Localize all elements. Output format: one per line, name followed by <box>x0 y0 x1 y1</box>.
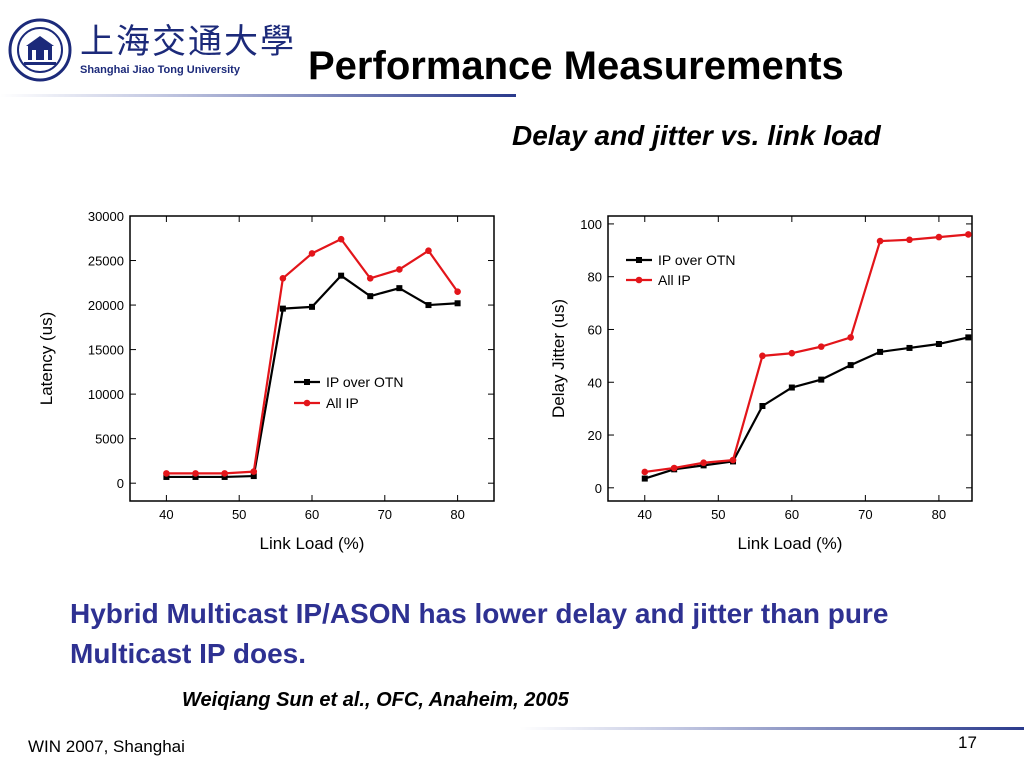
y-tick-label: 20 <box>588 428 602 443</box>
all-ip-point <box>641 468 649 476</box>
y-tick-label: 80 <box>588 270 602 285</box>
ip-over-otn-point <box>309 303 315 310</box>
ip-over-otn-point <box>338 272 345 279</box>
footer-divider <box>520 727 1024 730</box>
all-ip-point <box>700 459 707 467</box>
y-tick-label: 0 <box>595 481 602 496</box>
conclusion-text: Hybrid Multicast IP/ASON has lower delay… <box>70 598 889 669</box>
jitter-chart: 40 50 60 70 80 0 20 40 60 80 100 Link Load (%) Delay… <box>536 206 982 566</box>
ip-over-otn-point <box>425 302 432 309</box>
plot-frame <box>607 215 973 502</box>
x-axis-label: Link Load (%) <box>738 534 843 553</box>
all-ip-point <box>817 343 825 350</box>
all-ip-legend-label: All IP <box>658 272 691 288</box>
x-tick-label: 50 <box>711 507 725 522</box>
all-ip-point <box>250 468 258 475</box>
ip-over-otn-legend-label: IP over OTN <box>326 374 404 390</box>
all-ip-point <box>729 456 737 464</box>
all-ip-series-line <box>166 238 459 475</box>
university-seal-icon <box>8 18 72 82</box>
page-number: 17 <box>958 733 977 752</box>
ip-over-otn-series-line <box>644 336 969 480</box>
all-ip-legend-marker <box>303 399 311 407</box>
all-ip-point <box>847 334 854 341</box>
all-ip-point <box>935 233 943 241</box>
all-ip-series-line <box>644 233 969 474</box>
ip-over-otn-point <box>163 473 170 480</box>
x-tick-label: 60 <box>305 507 319 522</box>
x-tick-label: 50 <box>232 507 246 522</box>
y-tick-label: 25000 <box>88 254 124 269</box>
all-ip-point <box>876 237 884 245</box>
all-ip-point <box>965 231 972 238</box>
x-tick-label: 70 <box>378 507 392 522</box>
ip-over-otn-point <box>454 300 461 307</box>
all-ip-legend-marker <box>635 276 643 284</box>
all-ip-point <box>279 275 287 282</box>
y-tick-label: 60 <box>588 322 602 337</box>
ip-over-otn-point <box>221 473 228 480</box>
ip-over-otn-point <box>279 305 286 312</box>
y-axis-label: Latency (us) <box>37 312 56 406</box>
all-ip-point <box>454 288 461 296</box>
all-ip-point <box>163 470 170 477</box>
y-tick-label: 100 <box>580 217 602 232</box>
citation-text: Weiqiang Sun et al., OFC, Anaheim, 2005 <box>182 689 569 711</box>
ip-over-otn-point <box>641 475 648 482</box>
all-ip-point <box>759 352 766 360</box>
all-ip-point <box>788 349 796 357</box>
y-tick-label: 20000 <box>88 298 124 313</box>
x-tick-label: 80 <box>932 507 946 522</box>
all-ip-point <box>366 275 374 282</box>
y-tick-label: 5000 <box>95 432 124 447</box>
y-tick-label: 40 <box>588 375 602 390</box>
all-ip-point <box>906 236 913 244</box>
ip-over-otn-point <box>877 348 884 355</box>
x-tick-label: 70 <box>858 507 872 522</box>
slide-subtitle: Delay and jitter vs. link load <box>512 120 881 151</box>
ip-over-otn-point <box>396 285 403 292</box>
ip-over-otn-point <box>192 473 199 480</box>
y-tick-label: 10000 <box>88 387 124 402</box>
footer-event: WIN 2007, Shanghai <box>28 737 185 756</box>
ip-over-otn-point <box>847 362 854 369</box>
y-tick-label: 15000 <box>88 343 124 358</box>
latency-chart: 40 50 60 70 80 0 5000 10000 15000 20000 25000 30000… <box>28 206 498 566</box>
all-ip-point <box>425 247 432 255</box>
x-tick-label: 80 <box>450 507 464 522</box>
x-tick-label: 60 <box>785 507 799 522</box>
ip-over-otn-point <box>818 376 825 383</box>
jitter-chart-svg: 40 50 60 70 80 0 20 40 60 80 100 Link Load (%) Delay… <box>549 215 973 553</box>
all-ip-point <box>192 470 199 477</box>
ip-over-otn-legend-marker <box>304 379 310 385</box>
all-ip-point <box>670 464 678 472</box>
ip-over-otn-point <box>250 473 257 480</box>
y-tick-label: 30000 <box>88 209 124 224</box>
all-ip-legend-label: All IP <box>326 395 359 411</box>
logo-english-name: Shanghai Jiao Tong University <box>80 64 240 76</box>
ip-over-otn-point <box>367 293 374 300</box>
ip-over-otn-point <box>788 384 795 391</box>
y-tick-label: 0 <box>117 476 124 491</box>
ip-over-otn-point <box>935 340 942 347</box>
y-axis-label: Delay Jitter (us) <box>549 299 568 418</box>
x-tick-label: 40 <box>159 507 173 522</box>
logo-chinese-name: 上海交通大學 <box>80 22 296 62</box>
x-axis-label: Link Load (%) <box>260 534 365 553</box>
ip-over-otn-point <box>906 344 913 351</box>
plot-frame <box>129 215 495 502</box>
all-ip-point <box>221 470 228 477</box>
all-ip-point <box>396 266 403 273</box>
title-divider <box>0 94 516 97</box>
university-logo: 上海交通大學 Shanghai Jiao Tong University <box>8 18 294 84</box>
ip-over-otn-point <box>759 403 766 409</box>
slide-title: Performance Measurements <box>308 44 844 88</box>
ip-over-otn-legend-label: IP over OTN <box>658 252 736 268</box>
all-ip-point <box>308 250 316 257</box>
x-tick-label: 40 <box>638 507 652 522</box>
ip-over-otn-legend-marker <box>636 257 642 263</box>
all-ip-point <box>337 235 345 243</box>
ip-over-otn-point <box>965 334 972 341</box>
latency-chart-svg: 40 50 60 70 80 0 5000 10000 15000 20000 25000 30000… <box>37 209 495 553</box>
